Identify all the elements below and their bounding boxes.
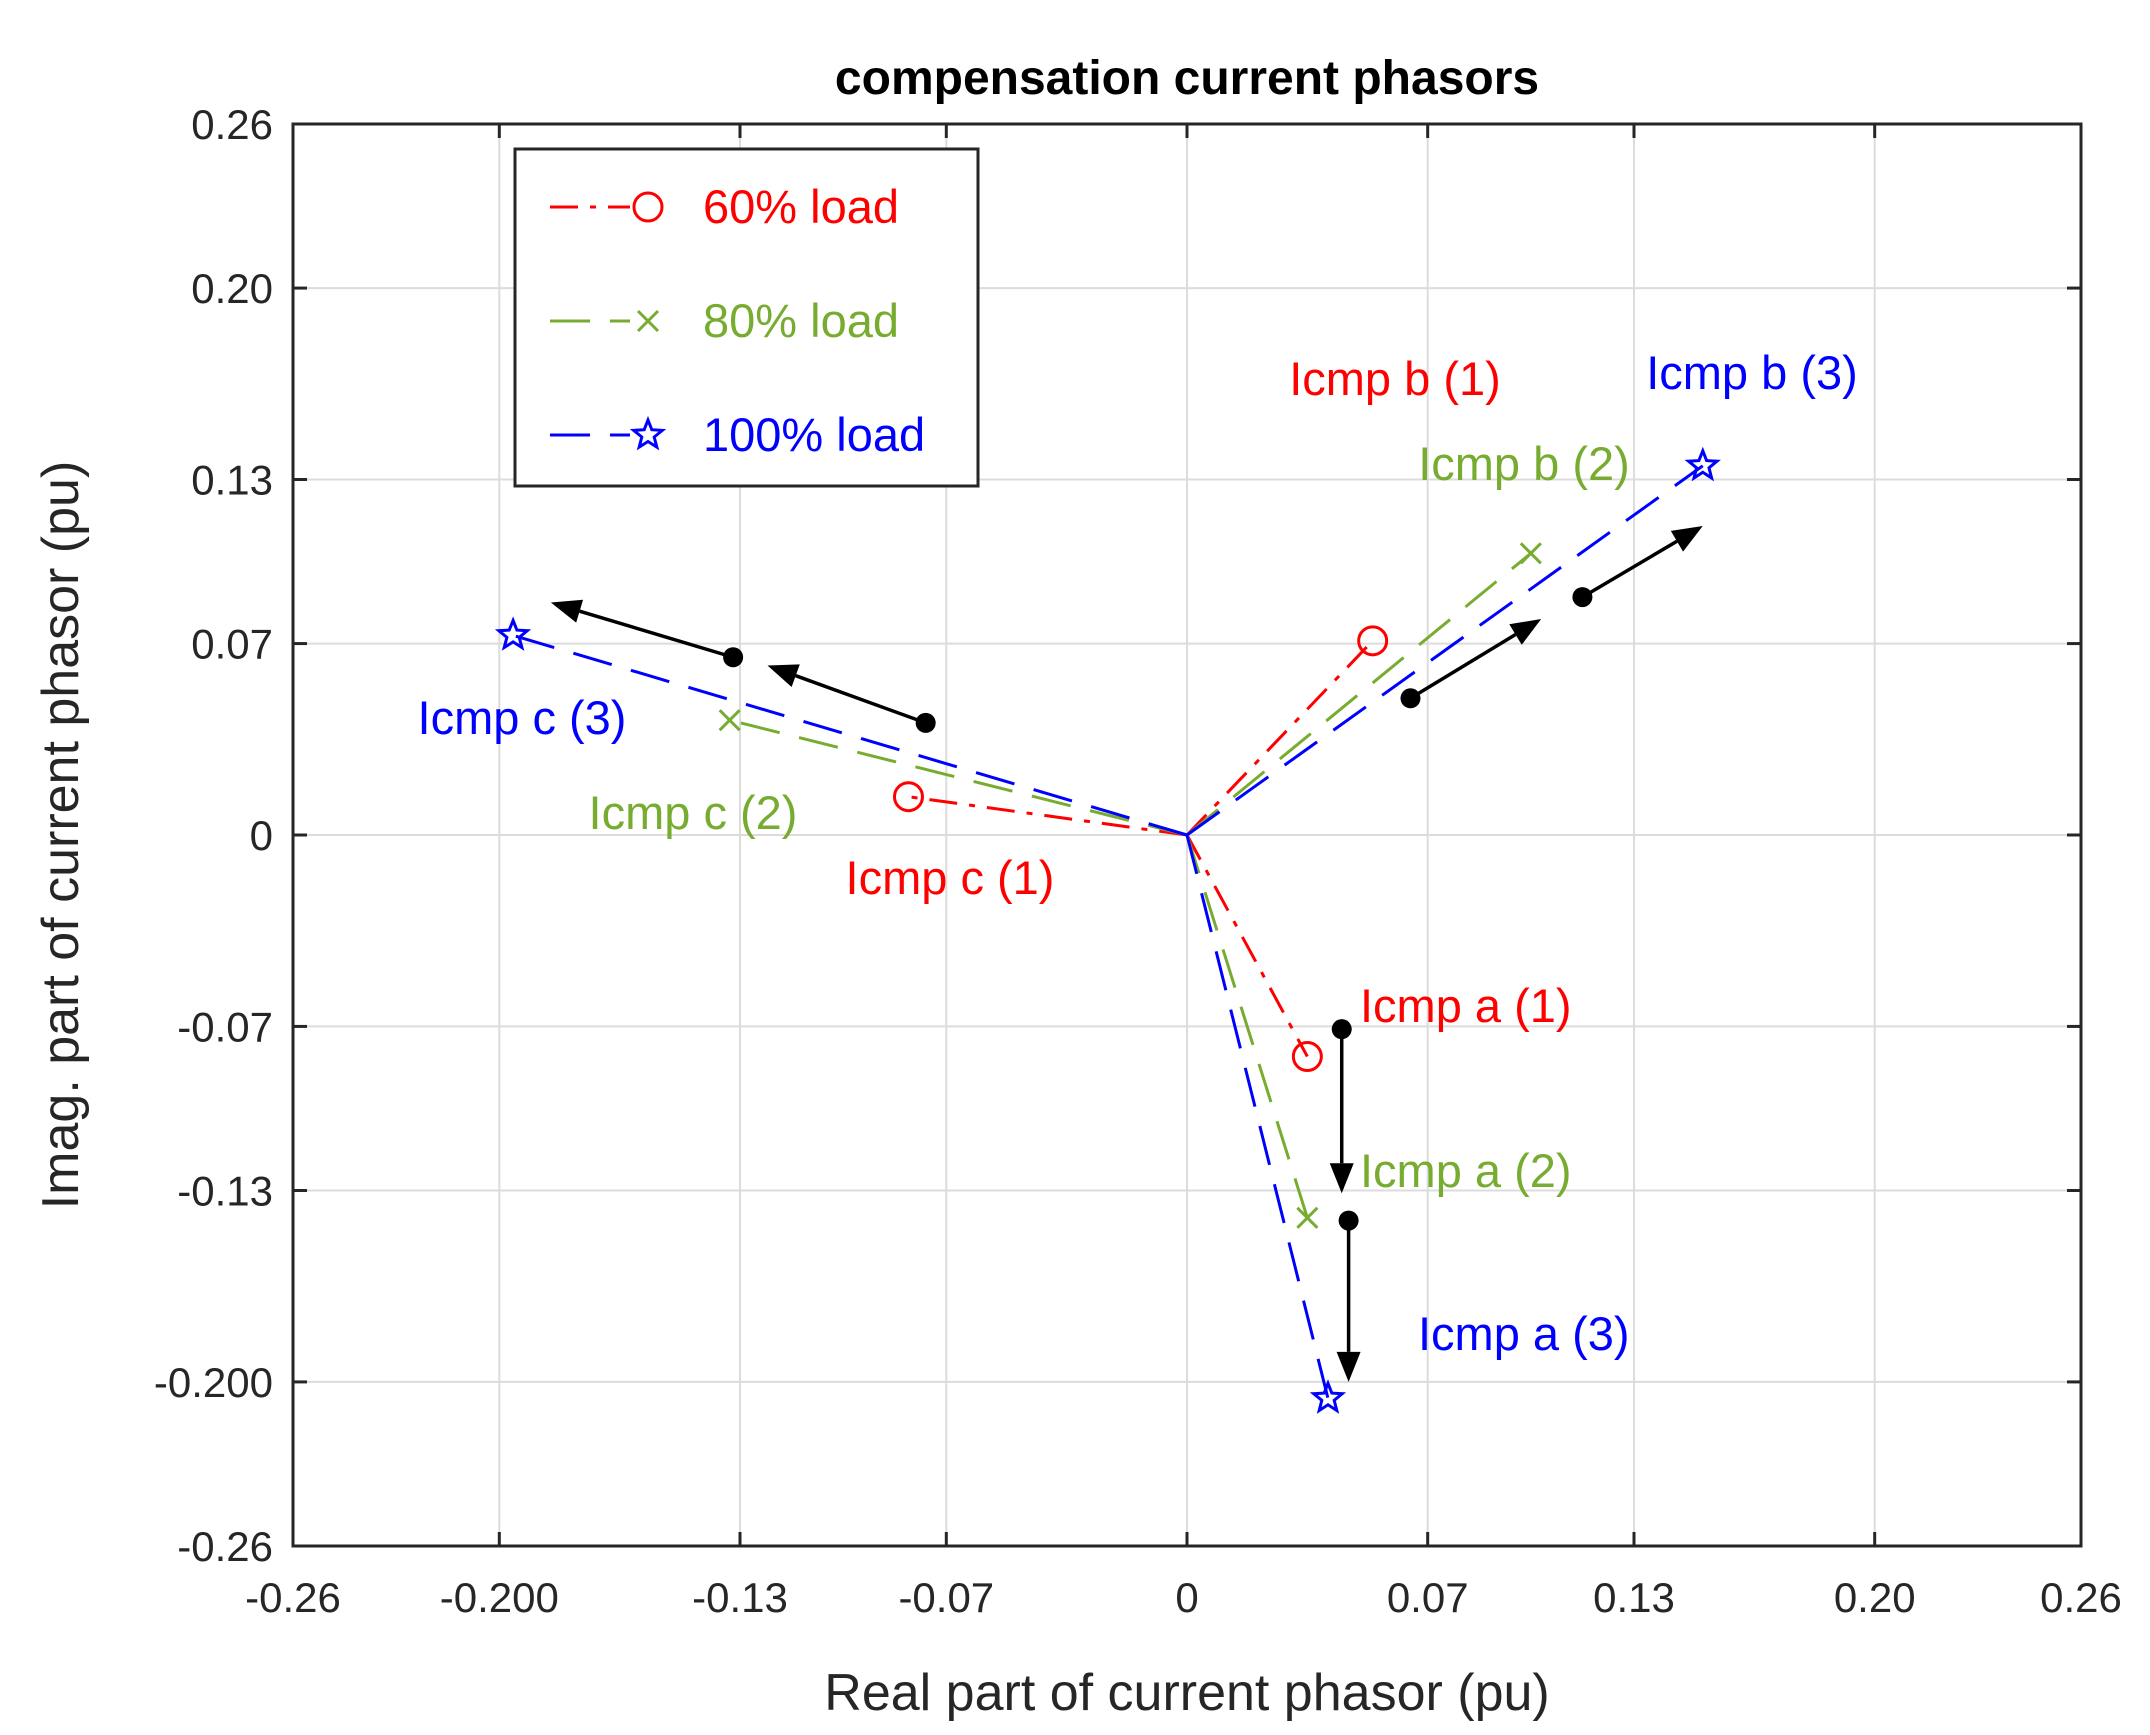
arrow-shaft [579, 609, 734, 659]
legend-marker-circle [632, 191, 664, 223]
annotation-arrow [767, 664, 936, 733]
arrow-tail-dot [1331, 1019, 1352, 1040]
x-tick-label: 0.26 [2040, 1574, 2122, 1621]
phasor-line [1185, 834, 1309, 1058]
x-tick-label: 0.20 [1834, 1574, 1916, 1621]
y-tick-label: 0 [250, 812, 273, 859]
arrow-tail-dot [1572, 587, 1593, 608]
phasor-marker-x [1296, 1206, 1319, 1229]
y-tick-label: 0.13 [191, 457, 273, 504]
phasor-marker-x [718, 709, 741, 732]
legend-entry-2: 80% load [550, 294, 899, 347]
y-tick-label: -0.13 [177, 1168, 273, 1215]
arrow-head [1336, 1351, 1361, 1382]
phasor-line [1185, 639, 1374, 837]
phasor-line [1185, 834, 1330, 1399]
phasor-labels: Icmp a (1) Icmp b (1) Icmp c (1) Icmp a (2)… [418, 346, 1858, 1360]
phasor-series [494, 446, 1721, 1414]
arrow-head [1670, 525, 1703, 552]
phasor-marker-circle [1291, 1041, 1323, 1073]
x-tick-label: 0.07 [1387, 1574, 1469, 1621]
phasor-label: Icmp a (2) [1360, 1144, 1572, 1197]
phasor-label: Icmp b (2) [1418, 437, 1630, 490]
x-axis-label: Real part of current phasor (pu) [824, 1664, 1549, 1722]
x-tick-label: 0 [1175, 1574, 1198, 1621]
annotation-arrow [1329, 1019, 1354, 1194]
arrow-head [1329, 1163, 1354, 1194]
legend-label: 100% load [703, 408, 925, 461]
annotation-arrows [550, 525, 1703, 1382]
y-tick-label: 0.26 [191, 101, 273, 148]
phasor-marker-x [1519, 542, 1542, 565]
legend-label: 80% load [703, 294, 899, 347]
phasor-label: Icmp b (1) [1289, 352, 1501, 405]
phasor-label: Icmp a (1) [1360, 979, 1572, 1032]
arrow-tail-dot [1338, 1210, 1359, 1231]
phasor-label: Icmp c (2) [589, 786, 798, 839]
series-3 [494, 446, 1721, 1414]
phasor-marker-circle [892, 781, 924, 813]
legend-entry-3: 100% load [550, 408, 925, 461]
y-tick-label: -0.26 [177, 1523, 273, 1570]
legend-marker-x [636, 309, 660, 333]
x-tick-label: -0.26 [245, 1574, 341, 1621]
phasor-line [908, 795, 1188, 837]
arrow-tail-dot [1400, 688, 1421, 709]
phasor-label: Icmp b (3) [1646, 346, 1858, 399]
annotation-arrow [1336, 1210, 1361, 1382]
arrow-tail-dot [723, 647, 744, 668]
y-tick-label: -0.07 [177, 1003, 273, 1050]
y-tick-label: 0.07 [191, 621, 273, 668]
legend-box [513, 147, 980, 488]
phasor-label: Icmp a (3) [1418, 1307, 1630, 1360]
arrow-tail-dot [915, 712, 936, 733]
series-2 [718, 542, 1542, 1229]
annotation-arrow [1572, 525, 1703, 608]
arrow-shaft [795, 674, 927, 725]
phasor-marker-star [1309, 1379, 1347, 1414]
series-1 [892, 625, 1389, 1073]
legend-marker-star [629, 415, 667, 451]
x-tick-label: -0.07 [898, 1574, 994, 1621]
chart-title: compensation current phasors [835, 52, 1539, 105]
annotation-arrow [550, 599, 744, 668]
arrow-head [550, 599, 584, 623]
x-tick-label: -0.200 [440, 1574, 559, 1621]
annotation-arrow [1400, 618, 1542, 709]
legend-label: 60% load [703, 180, 899, 233]
phasor-line [1186, 552, 1532, 837]
phasor-marker-star [1684, 446, 1721, 482]
arrow-shaft [1581, 539, 1678, 599]
y-tick-label: -0.200 [154, 1359, 273, 1406]
phasor-line [729, 718, 1188, 837]
arrow-head [1509, 618, 1542, 645]
arrow-head [767, 664, 800, 687]
phasor-line [1186, 464, 1704, 837]
legend-entry-1: 60% load [550, 180, 899, 233]
x-tick-label: 0.13 [1593, 1574, 1675, 1621]
phasor-label: Icmp c (1) [846, 851, 1055, 904]
axis-ticks: -0.26 -0.200 -0.13 -0.07 0 0.07 0.13 0.20 0.26 0.… [154, 101, 2122, 1621]
legend: 60% load 80% load 100% load [513, 147, 980, 488]
arrow-shaft [1409, 633, 1517, 700]
phasor-label: Icmp c (3) [418, 691, 627, 744]
phasor-line [1185, 834, 1309, 1219]
y-tick-label: 0.20 [191, 265, 273, 312]
y-axis-label: Imag. part of current phasor (pu) [32, 461, 90, 1210]
x-tick-label: -0.13 [692, 1574, 788, 1621]
phasor-marker-star [494, 616, 532, 651]
phasor-marker-circle [1357, 625, 1389, 657]
